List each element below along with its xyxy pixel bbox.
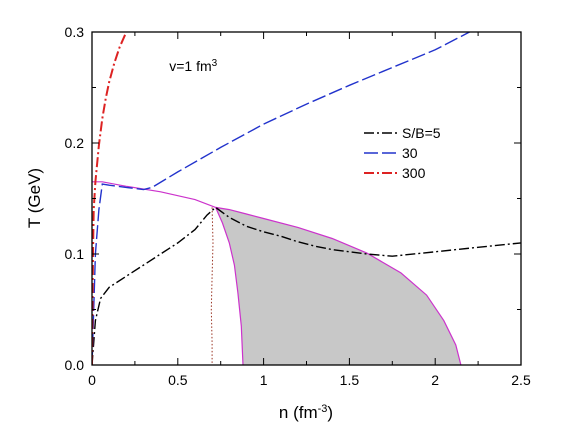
x-tick-label: 2.5 — [511, 372, 531, 388]
legend-label-2: 30 — [402, 145, 418, 161]
legend-label-1: S/B=5 — [402, 125, 441, 141]
series-line-2 — [92, 32, 470, 365]
dotted-line — [210, 207, 214, 365]
series-line-3 — [92, 32, 128, 365]
x-tick-label: 1.5 — [340, 372, 360, 388]
y-tick-label: 0.0 — [65, 357, 85, 373]
y-tick-label: 0.1 — [65, 246, 85, 262]
legend: S/B=5 30 300 — [364, 125, 441, 181]
shaded-region-layer — [92, 181, 462, 365]
x-axis-title: n (fm-3) — [279, 403, 333, 422]
outer-boundary-line — [92, 181, 462, 365]
shaded-region — [215, 207, 461, 365]
y-tick-label: 0.3 — [65, 24, 85, 40]
x-tick-label: 0.5 — [168, 372, 188, 388]
volume-annotation: v=1 fm3 — [169, 57, 217, 74]
series-line-1 — [92, 206, 521, 365]
x-tick-label: 2 — [431, 372, 439, 388]
tick-layer: 0 0.5 1 1.5 2 2.5 0.0 0.1 0.2 0.3 — [65, 24, 531, 388]
legend-label-3: 300 — [402, 165, 426, 181]
y-axis-title: T (GeV) — [25, 168, 44, 228]
series-layer — [92, 32, 521, 365]
inner-boundary-line — [215, 207, 244, 365]
x-tick-label: 0 — [88, 372, 96, 388]
y-tick-label: 0.2 — [65, 135, 85, 151]
x-tick-label: 1 — [260, 372, 268, 388]
